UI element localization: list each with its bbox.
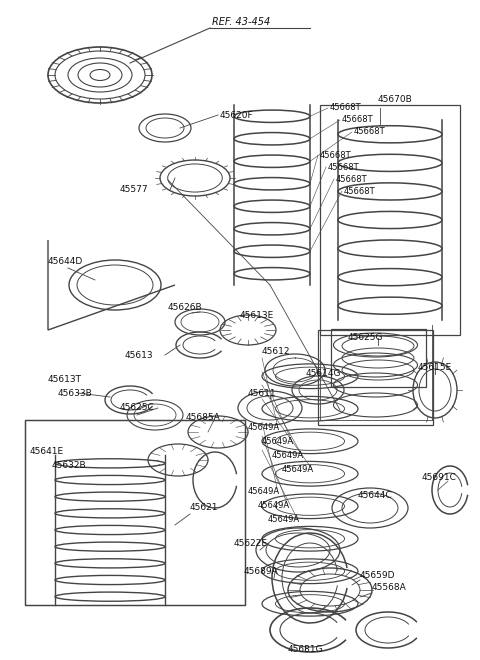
Text: 45626B: 45626B bbox=[168, 304, 203, 312]
Text: REF. 43-454: REF. 43-454 bbox=[212, 17, 270, 27]
Text: 45612: 45612 bbox=[262, 348, 290, 356]
Text: 45649A: 45649A bbox=[272, 451, 304, 459]
Text: 45625C: 45625C bbox=[120, 403, 155, 412]
Text: 45641E: 45641E bbox=[30, 447, 64, 457]
Text: 45668T: 45668T bbox=[336, 174, 368, 183]
Text: 45621: 45621 bbox=[190, 504, 218, 513]
Text: 45649A: 45649A bbox=[268, 515, 300, 525]
Text: 45691C: 45691C bbox=[422, 473, 457, 482]
Text: 45649A: 45649A bbox=[248, 488, 280, 496]
Bar bbox=[25, 420, 245, 605]
Text: 45681G: 45681G bbox=[288, 645, 324, 655]
Text: 45668T: 45668T bbox=[330, 104, 361, 112]
Text: 45622E: 45622E bbox=[234, 539, 268, 548]
Text: 45668T: 45668T bbox=[344, 187, 376, 195]
Text: 45625G: 45625G bbox=[348, 333, 384, 341]
Text: 45668T: 45668T bbox=[320, 150, 352, 160]
Text: 45632B: 45632B bbox=[52, 461, 86, 469]
Text: 45649A: 45649A bbox=[248, 424, 280, 432]
Text: 45611: 45611 bbox=[248, 389, 276, 397]
Text: 45689A: 45689A bbox=[244, 568, 279, 576]
Text: 45649A: 45649A bbox=[258, 502, 290, 510]
Bar bbox=[331, 329, 425, 387]
Text: 45614G: 45614G bbox=[306, 370, 341, 378]
Text: 45685A: 45685A bbox=[186, 414, 221, 422]
Text: 45649A: 45649A bbox=[282, 465, 314, 473]
Bar bbox=[318, 330, 433, 425]
Text: 45577: 45577 bbox=[120, 185, 149, 195]
Text: 45644D: 45644D bbox=[48, 257, 83, 267]
Text: 45633B: 45633B bbox=[58, 389, 93, 397]
Text: 45613T: 45613T bbox=[48, 376, 82, 385]
Text: 45668T: 45668T bbox=[354, 127, 385, 137]
Text: 45668T: 45668T bbox=[342, 115, 373, 125]
Text: 45659D: 45659D bbox=[360, 570, 396, 579]
Text: 45613: 45613 bbox=[125, 350, 154, 360]
Text: 45649A: 45649A bbox=[262, 438, 294, 447]
Text: 45568A: 45568A bbox=[372, 583, 407, 593]
Text: 45670B: 45670B bbox=[378, 96, 413, 104]
Text: 45613E: 45613E bbox=[240, 310, 274, 319]
Text: 45620F: 45620F bbox=[220, 110, 253, 119]
Text: 45615E: 45615E bbox=[418, 362, 452, 372]
Text: 45668T: 45668T bbox=[328, 162, 360, 172]
Text: 45644C: 45644C bbox=[358, 490, 393, 500]
